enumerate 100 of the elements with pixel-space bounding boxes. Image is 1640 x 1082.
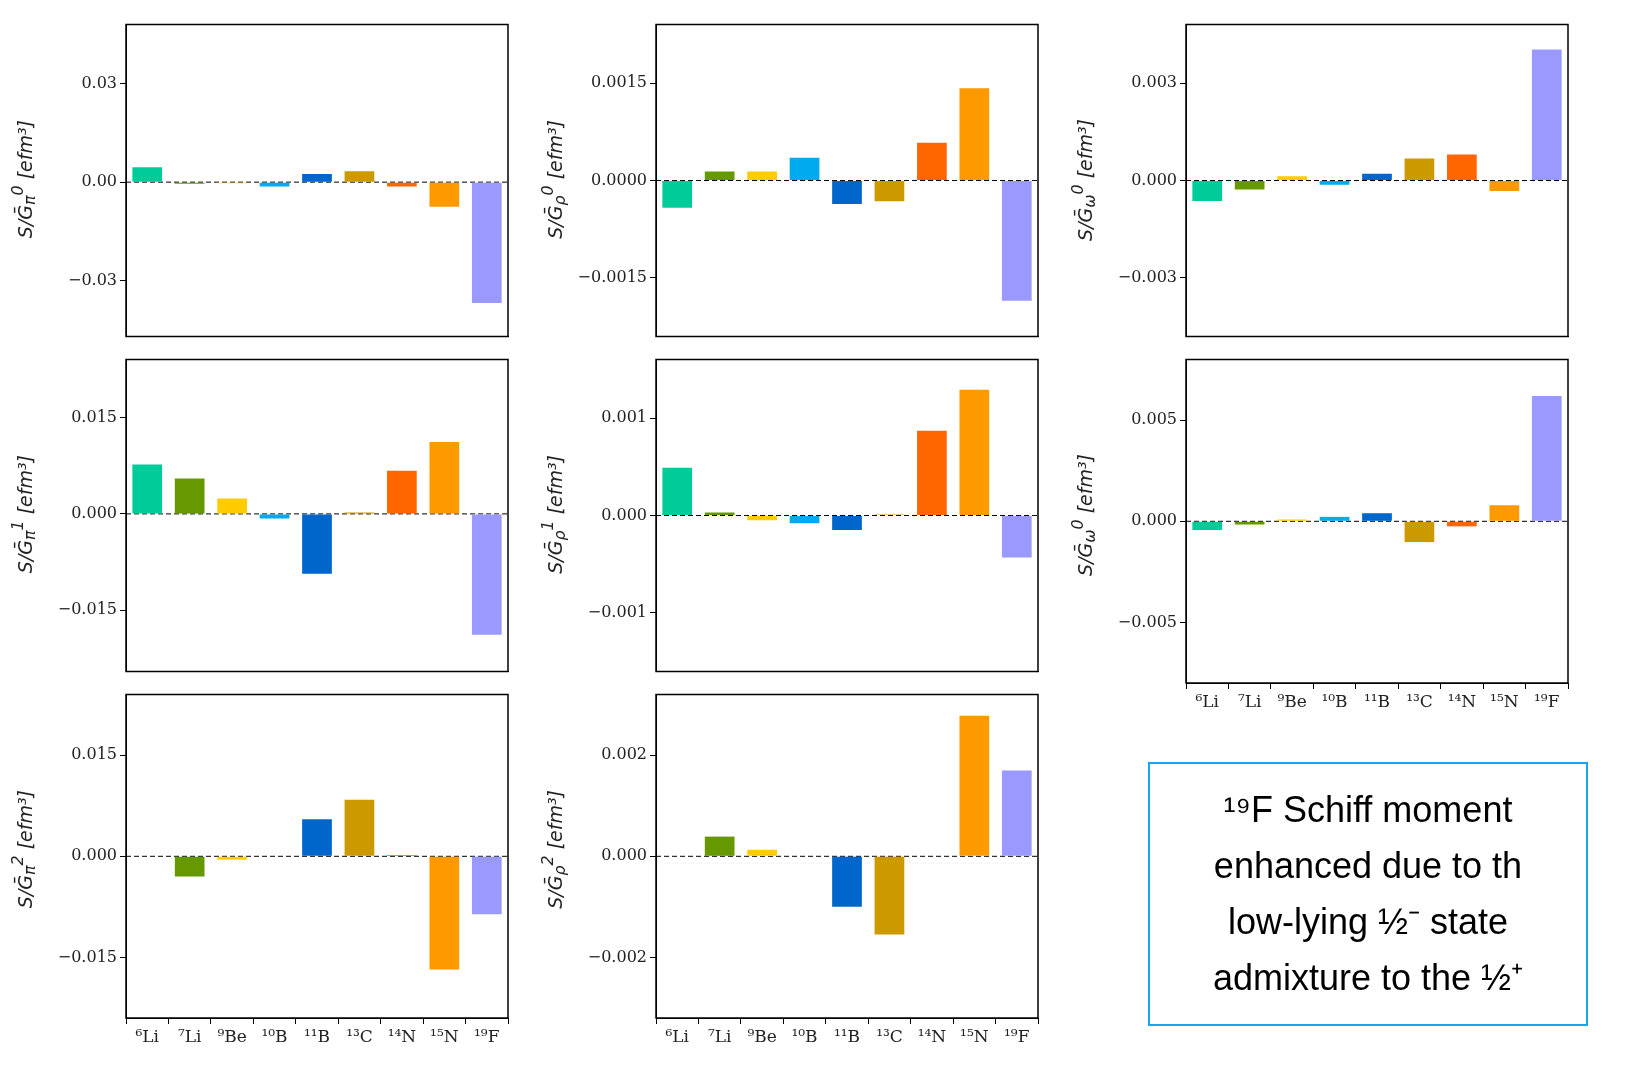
y-tick-label: 0.000 bbox=[1131, 169, 1177, 189]
bar bbox=[1001, 181, 1032, 301]
y-tick-label: −0.001 bbox=[587, 602, 647, 622]
bar bbox=[471, 856, 502, 915]
bar bbox=[344, 799, 375, 856]
bar bbox=[471, 514, 502, 635]
y-tick-label: 0.015 bbox=[71, 744, 117, 764]
y-tick-label: −0.03 bbox=[67, 269, 117, 289]
x-tick-label: ¹⁰B bbox=[261, 1025, 288, 1046]
x-tick-label: ¹¹B bbox=[303, 1025, 331, 1046]
bar bbox=[874, 181, 905, 202]
x-tick-label: ¹⁴N bbox=[387, 1025, 417, 1046]
bar bbox=[1447, 154, 1477, 180]
bar bbox=[832, 856, 862, 907]
x-tick-label: ¹¹B bbox=[833, 1025, 861, 1046]
bar bbox=[344, 171, 375, 182]
bar bbox=[1404, 158, 1435, 180]
bar bbox=[1489, 181, 1520, 191]
bar bbox=[174, 478, 205, 514]
y-tick-label: 0.00 bbox=[81, 171, 117, 191]
y-tick-label: −0.005 bbox=[1117, 611, 1177, 631]
y-tick-label: −0.015 bbox=[57, 599, 117, 619]
x-tick-label: ¹⁵N bbox=[960, 1025, 989, 1046]
x-tick-label: ¹³C bbox=[1406, 690, 1433, 711]
x-tick-label: ¹⁰B bbox=[1321, 690, 1348, 711]
x-tick-label: ⁹Be bbox=[1277, 690, 1307, 711]
y-tick-label: 0.000 bbox=[71, 503, 117, 523]
y-tick-label: −0.002 bbox=[587, 946, 647, 966]
x-tick-label: ⁷Li bbox=[707, 1025, 732, 1046]
x-tick-label: ⁷Li bbox=[177, 1025, 202, 1046]
bar bbox=[132, 464, 163, 514]
bar bbox=[1489, 505, 1520, 521]
bar bbox=[1531, 49, 1562, 180]
x-tick-label: ¹⁹F bbox=[1004, 1025, 1030, 1046]
bar bbox=[1234, 521, 1265, 525]
y-tick-label: −0.003 bbox=[1117, 267, 1177, 287]
y-tick-label: 0.000 bbox=[1131, 510, 1177, 530]
bar bbox=[959, 88, 990, 180]
bar bbox=[1001, 770, 1032, 856]
bar bbox=[1362, 173, 1392, 180]
bar bbox=[1319, 516, 1350, 521]
y-tick-label: 0.000 bbox=[71, 845, 117, 865]
bar bbox=[1192, 181, 1223, 201]
bar bbox=[302, 173, 332, 182]
bar bbox=[747, 516, 777, 521]
x-tick-label: ⁷Li bbox=[1237, 690, 1262, 711]
x-tick-label: ⁶Li bbox=[665, 1025, 690, 1046]
bar bbox=[429, 856, 460, 970]
bar bbox=[302, 819, 332, 856]
x-tick-label: ¹⁵N bbox=[1490, 690, 1519, 711]
y-tick-label: 0.015 bbox=[71, 406, 117, 426]
bar bbox=[789, 516, 820, 524]
y-tick-label: 0.003 bbox=[1131, 72, 1177, 92]
text: enhanced due to th bbox=[1212, 844, 1524, 888]
x-tick-label: ¹⁹F bbox=[474, 1025, 500, 1046]
bar bbox=[662, 467, 693, 515]
y-tick-label: 0.0000 bbox=[591, 169, 647, 189]
bar bbox=[704, 836, 735, 856]
bar bbox=[747, 171, 777, 180]
bar bbox=[1234, 181, 1265, 190]
x-tick-label: ⁹Be bbox=[747, 1025, 777, 1046]
x-tick-label: ⁹Be bbox=[217, 1025, 247, 1046]
bar bbox=[302, 514, 332, 574]
bar bbox=[1531, 395, 1562, 521]
bar bbox=[704, 171, 735, 180]
bar bbox=[217, 856, 247, 860]
x-tick-label: ¹⁴N bbox=[1447, 690, 1477, 711]
bar bbox=[471, 182, 502, 303]
x-tick-label: ¹¹B bbox=[1363, 690, 1391, 711]
bar bbox=[387, 470, 417, 514]
bar bbox=[959, 389, 990, 515]
bar bbox=[747, 849, 777, 856]
y-tick-label: 0.002 bbox=[601, 744, 647, 764]
bar bbox=[1192, 521, 1223, 530]
y-tick-label: 0.000 bbox=[601, 845, 647, 865]
bar bbox=[1277, 176, 1307, 180]
y-tick-label: −0.015 bbox=[57, 946, 117, 966]
bar bbox=[1001, 516, 1032, 558]
bar bbox=[429, 441, 460, 514]
text: low-lying ½⁻ state bbox=[1226, 900, 1510, 944]
x-tick-label: ¹³C bbox=[346, 1025, 373, 1046]
bar bbox=[789, 157, 820, 180]
x-tick-label: ¹⁰B bbox=[791, 1025, 818, 1046]
bar bbox=[959, 715, 990, 856]
y-tick-label: 0.001 bbox=[601, 407, 647, 427]
bar bbox=[132, 167, 163, 182]
bar bbox=[1404, 521, 1435, 543]
x-tick-label: ⁶Li bbox=[1195, 690, 1220, 711]
bar bbox=[832, 516, 862, 531]
y-tick-label: 0.000 bbox=[601, 504, 647, 524]
bar bbox=[917, 142, 947, 180]
x-tick-label: ¹³C bbox=[876, 1025, 903, 1046]
bar bbox=[1362, 513, 1392, 521]
text: admixture to the ½⁺ bbox=[1211, 956, 1525, 1000]
text: ¹⁹F Schiff moment bbox=[1222, 788, 1514, 832]
bar bbox=[874, 856, 905, 935]
bar bbox=[662, 181, 693, 208]
x-tick-label: ¹⁹F bbox=[1534, 690, 1560, 711]
bar bbox=[1319, 181, 1350, 185]
x-tick-label: ⁶Li bbox=[135, 1025, 160, 1046]
